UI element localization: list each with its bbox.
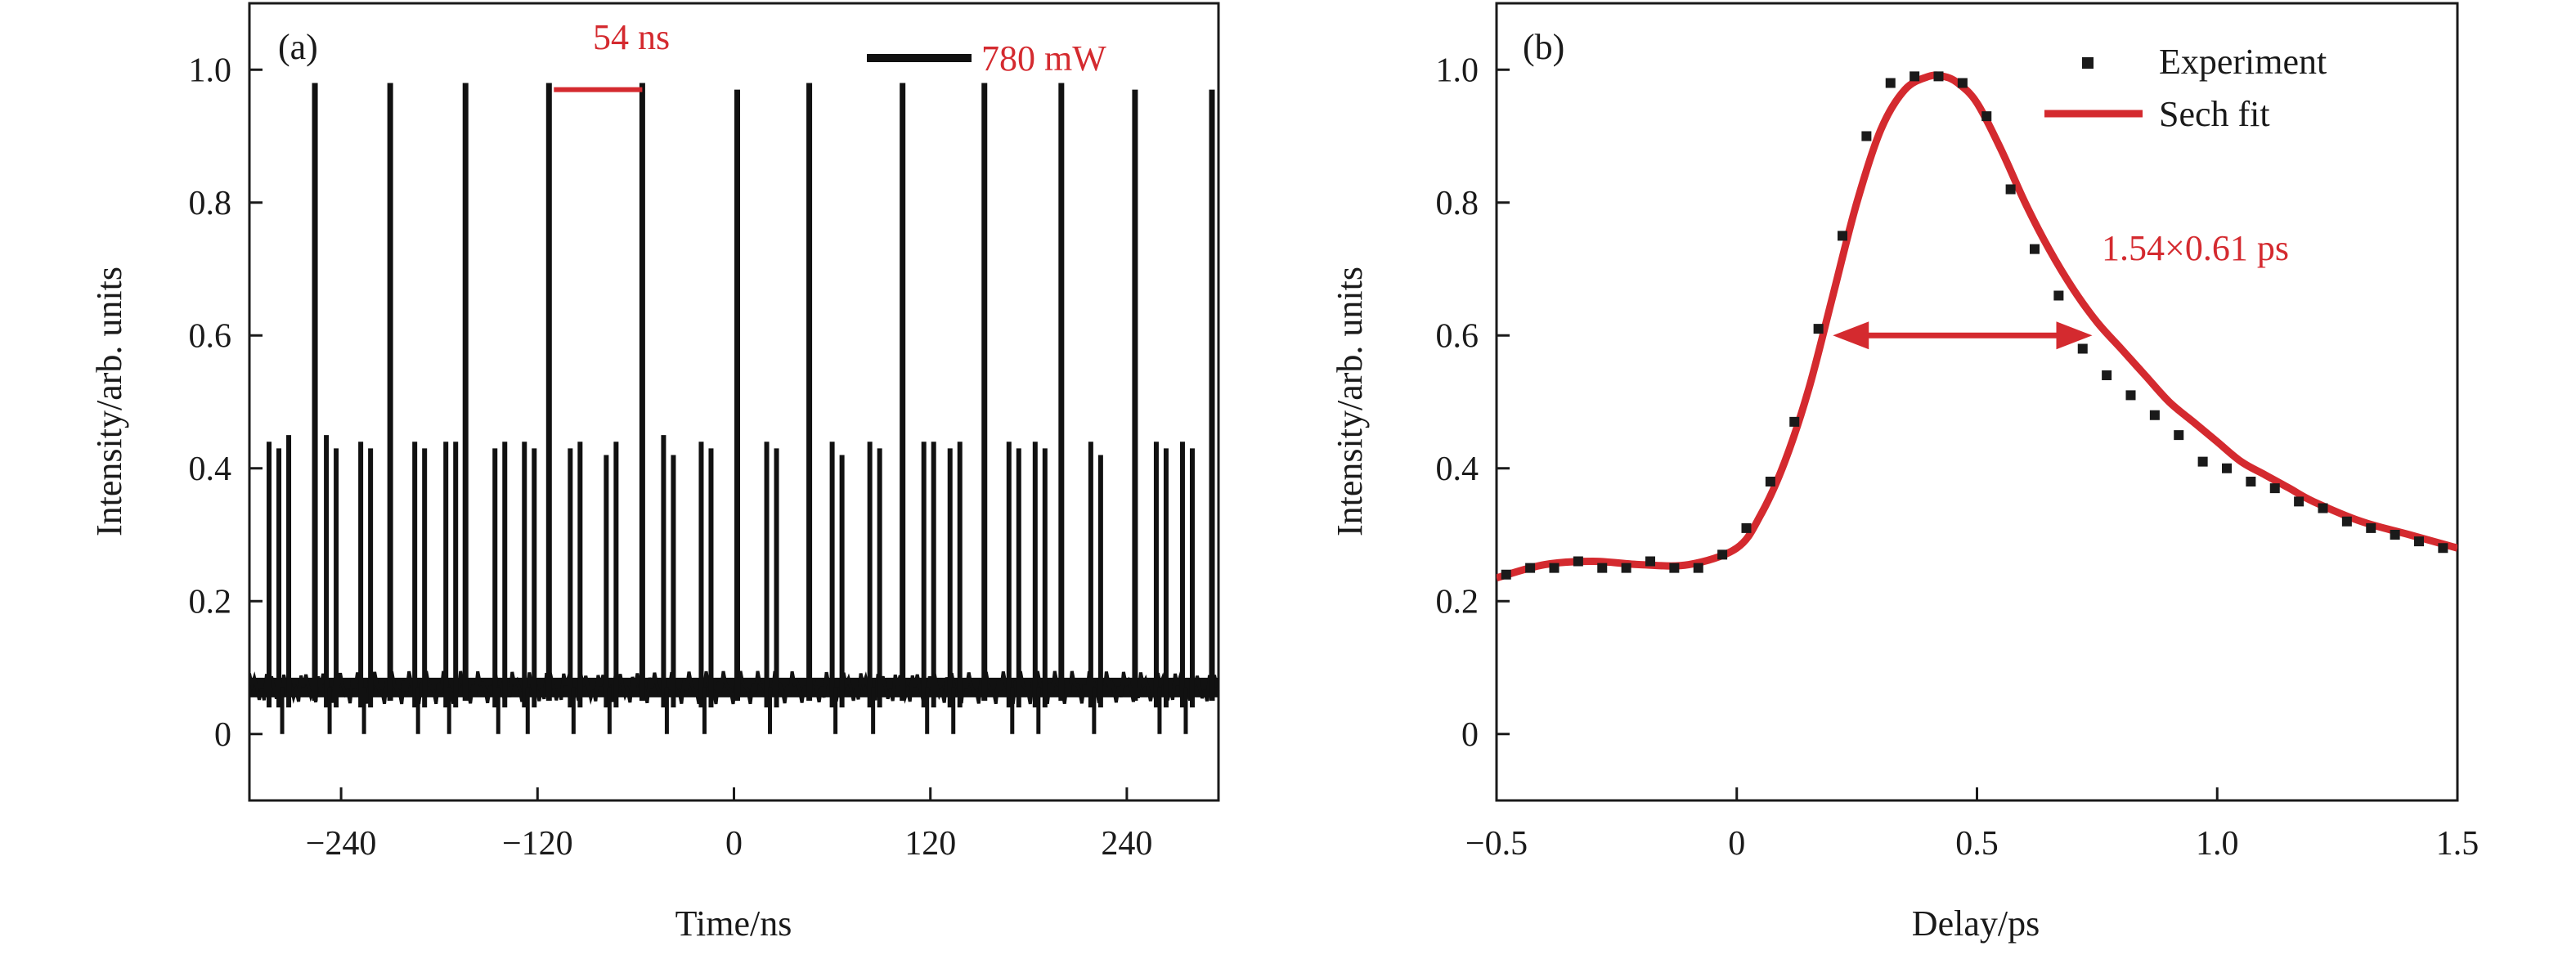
panel-a-trace [249,83,1218,734]
y-tick-label: 0.4 [1436,451,1479,488]
experiment-point [1861,131,1872,141]
experiment-point [1645,556,1655,567]
y-tick-label: 0.4 [189,451,232,488]
legend-label-780mw: 780 mW [981,38,1106,78]
x-tick-label: −120 [502,825,573,863]
experiment-point [1549,563,1560,573]
x-tick-label: −0.5 [1465,825,1528,863]
panel-a-x-axis-title: Time/ns [675,903,792,944]
experiment-point [1885,78,1896,88]
experiment-point [1717,549,1728,560]
experiment-point [1573,556,1583,567]
experiment-point [1933,71,1944,82]
experiment-point [1981,111,1992,122]
panel-b-x-axis-title: Delay/ps [1912,903,2040,944]
panel-a-annotations: 54 ns 780 mW [554,17,1106,92]
experiment-point [1501,569,1511,580]
experiment-point [2222,463,2232,473]
experiment-point [1813,324,1824,334]
legend-marker-experiment [2082,57,2094,69]
experiment-point [2125,390,2136,401]
legend-label-experiment: Experiment [2159,42,2327,82]
y-tick-label: 0.2 [1436,583,1479,621]
experiment-point [2294,496,2304,507]
panel-b-y-axis-title: Intensity/arb. units [1330,267,1370,536]
panel-a-y-axis-title: Intensity/arb. units [89,267,129,536]
experiment-point [2197,456,2208,467]
fwhm-arrow-head-right [2056,321,2093,350]
y-tick-label: 0.2 [189,583,232,621]
experiment-point [1910,71,1920,82]
panel-b-axes: −0.5 0 0.5 1.0 1.5 0 0.2 0.4 0.6 0.8 1.0 [1436,52,2480,863]
x-tick-label: 240 [1101,825,1152,863]
experiment-point [1838,231,1847,241]
fwhm-label: 1.54×0.61 ps [2102,228,2289,268]
legend-label-sech-fit: Sech fit [2159,94,2270,134]
experiment-point [2030,244,2040,254]
experiment-point [1525,563,1536,573]
experiment-point [2053,290,2064,301]
panel-a-data [249,83,1218,734]
panel-a-label: (a) [278,27,318,67]
y-tick-label: 0.6 [1436,317,1479,355]
experiment-point [2269,483,2280,494]
experiment-point [2438,543,2448,554]
panel-b-legend: Experiment Sech fit [2044,42,2327,134]
experiment-point [2318,503,2328,513]
period-marker-label: 54 ns [593,17,670,57]
experiment-point [2246,477,2256,486]
sech-fit-line [1497,71,2457,582]
x-tick-label: 0 [725,825,743,863]
experiment-point [2366,522,2376,533]
panel-b-label: (b) [1523,27,1564,67]
experiment-point [1789,416,1800,427]
x-tick-label: 1.5 [2436,825,2480,863]
experiment-point [1669,563,1680,573]
fwhm-arrow-head-left [1833,321,1869,350]
experiment-point [2174,430,2184,441]
experiment-point [2390,530,2400,540]
y-tick-label: 0 [214,716,231,754]
experiment-point [1741,522,1752,533]
y-tick-label: 0 [1461,716,1479,754]
panel-a-axes: −240 −120 0 120 240 0 0.2 0.4 0.6 0.8 1.0 [189,52,1153,863]
x-tick-label: −240 [306,825,377,863]
experiment-point [1597,563,1608,573]
x-tick-label: 0.5 [1955,825,1999,863]
experiment-point [2077,343,2088,354]
experiment-point [2414,536,2424,547]
y-tick-label: 1.0 [1436,52,1479,89]
y-tick-label: 1.0 [189,52,232,89]
y-tick-label: 0.8 [189,185,232,222]
experiment-point [1765,477,1775,486]
experiment-point [1621,563,1631,573]
panel-b-data [1497,71,2457,582]
x-tick-label: 1.0 [2196,825,2239,863]
x-tick-label: 120 [904,825,956,863]
experiment-point [1957,78,1968,88]
y-tick-label: 0.8 [1436,185,1479,222]
x-tick-label: 0 [1728,825,1745,863]
y-tick-label: 0.6 [189,317,232,355]
experiment-point [2149,410,2160,420]
experiment-point [1693,563,1703,573]
experiment-point [2005,184,2016,195]
baseline-noise-trace [249,670,1218,705]
experiment-point [2341,516,2352,527]
panel-b: −0.5 0 0.5 1.0 1.5 0 0.2 0.4 0.6 0.8 1.0 (b) Delay… [1330,2,2480,944]
panel-b-plot-frame [1495,2,2459,802]
panel-a: −240 −120 0 120 240 0 0.2 0.4 0.6 0.8 1.0 (a) Time… [89,2,1220,944]
experiment-point [2102,370,2112,380]
